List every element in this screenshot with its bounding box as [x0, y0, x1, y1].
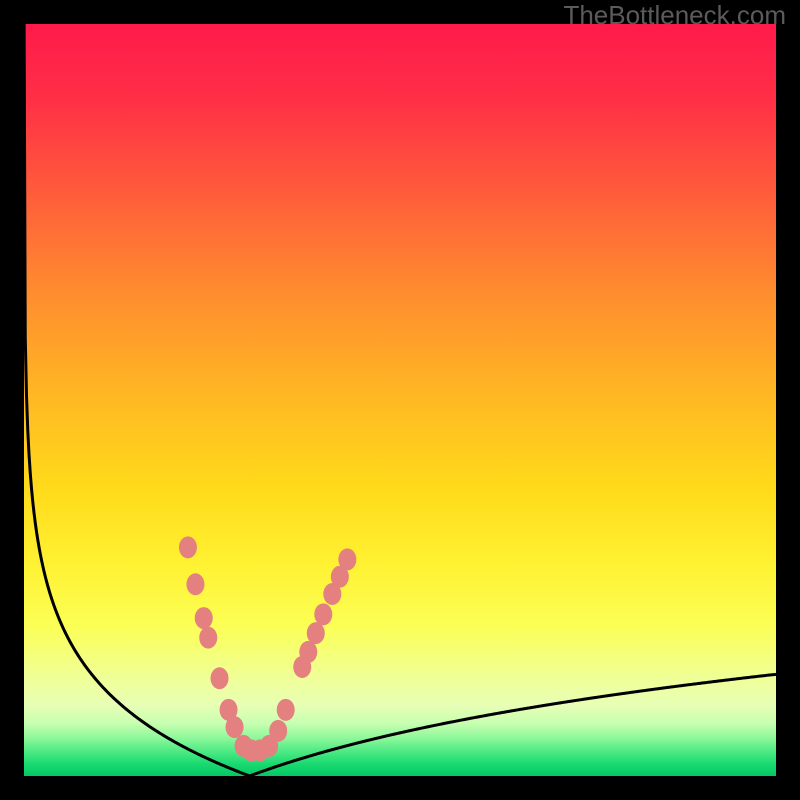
watermark-text: TheBottleneck.com	[563, 0, 786, 31]
curve-marker	[186, 573, 204, 595]
curve-marker	[338, 548, 356, 570]
curve-marker	[307, 622, 325, 644]
curve-marker	[226, 716, 244, 738]
curve-marker	[269, 720, 287, 742]
curve-marker	[314, 603, 332, 625]
chart-svg	[0, 0, 800, 800]
chart-stage: TheBottleneck.com	[0, 0, 800, 800]
curve-marker	[211, 667, 229, 689]
curve-marker	[299, 641, 317, 663]
curve-marker	[179, 536, 197, 558]
curve-marker	[195, 607, 213, 629]
curve-marker	[199, 627, 217, 649]
plot-background	[24, 24, 776, 776]
curve-marker	[277, 699, 295, 721]
